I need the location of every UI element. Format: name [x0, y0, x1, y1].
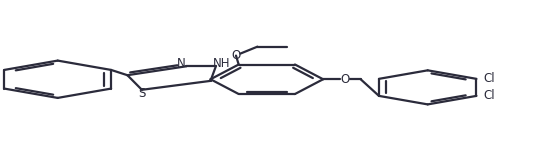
Text: N: N: [177, 57, 185, 70]
Text: Cl: Cl: [483, 72, 494, 85]
Text: Cl: Cl: [483, 89, 494, 102]
Text: NH: NH: [212, 57, 230, 70]
Text: O: O: [231, 49, 240, 62]
Text: S: S: [138, 87, 146, 99]
Text: O: O: [340, 73, 349, 86]
